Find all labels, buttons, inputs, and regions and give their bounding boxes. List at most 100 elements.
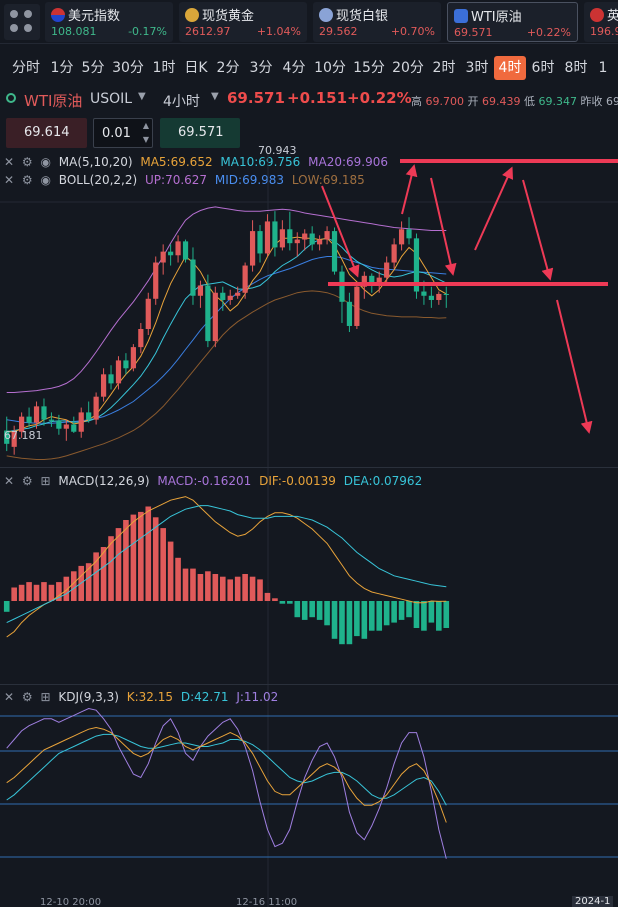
candle-body [413, 238, 420, 292]
candle-body [205, 285, 211, 342]
eye-icon[interactable]: ◉ [40, 155, 51, 169]
timeframe-tab[interactable]: 30分 [112, 60, 144, 76]
expand-icon[interactable]: ⊞ [40, 474, 51, 488]
trend-arrow [556, 299, 593, 434]
x-axis-label: 12-10 20:00 [40, 897, 102, 907]
timeframe-tab[interactable]: 20分 [392, 60, 424, 76]
ticker-card-usd-index[interactable]: 美元指数 108.081 -0.17% [45, 2, 173, 42]
timeframe-tab[interactable]: 5分 [81, 60, 105, 76]
candle-body [369, 275, 375, 284]
macd-bar [354, 601, 360, 637]
dif-line [6, 496, 447, 638]
boll-low-value: LOW:69.185 [291, 173, 365, 187]
timeframe-tab[interactable]: 10分 [314, 60, 346, 76]
macd-title: MACD(12,26,9) [58, 474, 150, 488]
macd-bar [316, 601, 323, 620]
ticker-card-spot-gold[interactable]: 现货黄金 2612.97 +1.04% [179, 2, 307, 42]
candle-body [138, 329, 144, 348]
candle-body [168, 251, 174, 256]
ticker-card-spot-silver[interactable]: 现货白银 29.562 +0.70% [313, 2, 441, 42]
stepper-down-icon[interactable]: ▼ [142, 135, 149, 144]
macd-bar [227, 579, 234, 601]
ticker-name: 美元指数 [68, 9, 121, 24]
timeframe-tab[interactable]: 15分 [353, 60, 385, 76]
close-icon[interactable]: ✕ [4, 155, 15, 169]
timeframe-tab[interactable]: 4时 [494, 56, 526, 80]
macd-bar [123, 520, 129, 601]
candle-body [331, 231, 338, 272]
timeframe-tab[interactable]: 4分 [282, 60, 306, 76]
timeframe-tab[interactable]: 8时 [564, 60, 588, 76]
ticker-card-wti-oil[interactable]: WTI原油 69.571 +0.22% [447, 2, 578, 42]
ma-title: MA(5,10,20) [58, 155, 133, 169]
candle-body [235, 292, 241, 296]
macd-bar [212, 574, 219, 601]
timeframe-tab[interactable]: 1分 [50, 60, 74, 76]
prev-close-label: 昨收 [580, 95, 603, 108]
lot-size-value: 0.01 [102, 126, 131, 141]
stepper-up-icon[interactable]: ▲ [142, 121, 149, 130]
macd-bar [406, 601, 412, 618]
ma20-line [6, 256, 447, 424]
macd-bar [41, 582, 47, 601]
ticker-card-partial[interactable]: 英 196.9 [584, 2, 618, 42]
trend-arrow [401, 164, 418, 215]
buy-price-button[interactable]: 69.571 [160, 118, 240, 148]
macd-bar [48, 584, 55, 601]
candle-body [86, 412, 92, 420]
macd-bar [331, 601, 338, 639]
close-icon[interactable]: ✕ [4, 474, 15, 488]
candle-body [398, 229, 405, 245]
settings-icon[interactable]: ⚙ [21, 690, 33, 704]
instrument-name[interactable]: WTI原油 [24, 92, 83, 110]
dea-value: DEA:0.07962 [343, 474, 423, 488]
timeframe-tab[interactable]: 3时 [465, 60, 489, 76]
macd-bar [219, 576, 226, 601]
candle-body [339, 271, 345, 302]
period-select[interactable]: 4小时 [163, 94, 200, 110]
chevron-down-icon[interactable]: ▼ [211, 91, 219, 102]
ma20-value: MA20:69.906 [308, 155, 388, 169]
apps-grid-icon[interactable] [4, 4, 40, 40]
timeframe-tab[interactable]: 2时 [432, 60, 456, 76]
candle-body [78, 412, 84, 432]
candle-body [190, 259, 196, 296]
candle-body [26, 416, 32, 423]
ticker-price: 29.562 [319, 25, 358, 38]
instrument-code[interactable]: USOIL [90, 91, 133, 107]
candle-body [145, 298, 151, 329]
candle-body [130, 347, 136, 369]
low-label: 低 [524, 95, 535, 108]
boll-upper-line [6, 206, 447, 393]
settings-icon[interactable]: ⚙ [21, 155, 33, 169]
settings-icon[interactable]: ⚙ [21, 474, 33, 488]
ma5-line [6, 236, 447, 433]
chevron-down-icon[interactable]: ▼ [138, 91, 146, 102]
expand-icon[interactable]: ⊞ [40, 690, 51, 704]
candle-body [421, 291, 427, 296]
close-icon[interactable]: ✕ [4, 173, 15, 187]
timeframe-tab[interactable]: 6时 [531, 60, 555, 76]
candle-body [71, 424, 77, 432]
timeframe-tab[interactable]: 3分 [249, 60, 273, 76]
macd-bar [346, 601, 353, 645]
timeframe-tab[interactable]: 分时 [12, 60, 40, 76]
candle-body [220, 292, 226, 300]
candle-body [93, 396, 99, 420]
ma5-value: MA5:69.652 [140, 155, 213, 169]
settings-icon[interactable]: ⚙ [21, 173, 33, 187]
close-icon[interactable]: ✕ [4, 690, 15, 704]
timeframe-tab[interactable]: 1 [598, 60, 608, 76]
ticker-name: 现货白银 [336, 9, 389, 24]
sell-price-button[interactable]: 69.614 [6, 118, 87, 148]
timeframe-tab[interactable]: 1时 [152, 60, 176, 76]
boll-mid-value: MID:69.983 [214, 173, 285, 187]
eye-icon[interactable]: ◉ [40, 173, 51, 187]
lot-size-input[interactable]: 0.01 ▲ ▼ [93, 118, 153, 148]
live-dot-icon [6, 93, 16, 103]
timeframe-tab[interactable]: 2分 [216, 60, 240, 76]
timeframe-tab[interactable]: 日K [184, 60, 208, 76]
macd-bar [56, 582, 62, 601]
ticker-change: -0.17% [128, 25, 167, 38]
trend-arrow [522, 179, 554, 281]
